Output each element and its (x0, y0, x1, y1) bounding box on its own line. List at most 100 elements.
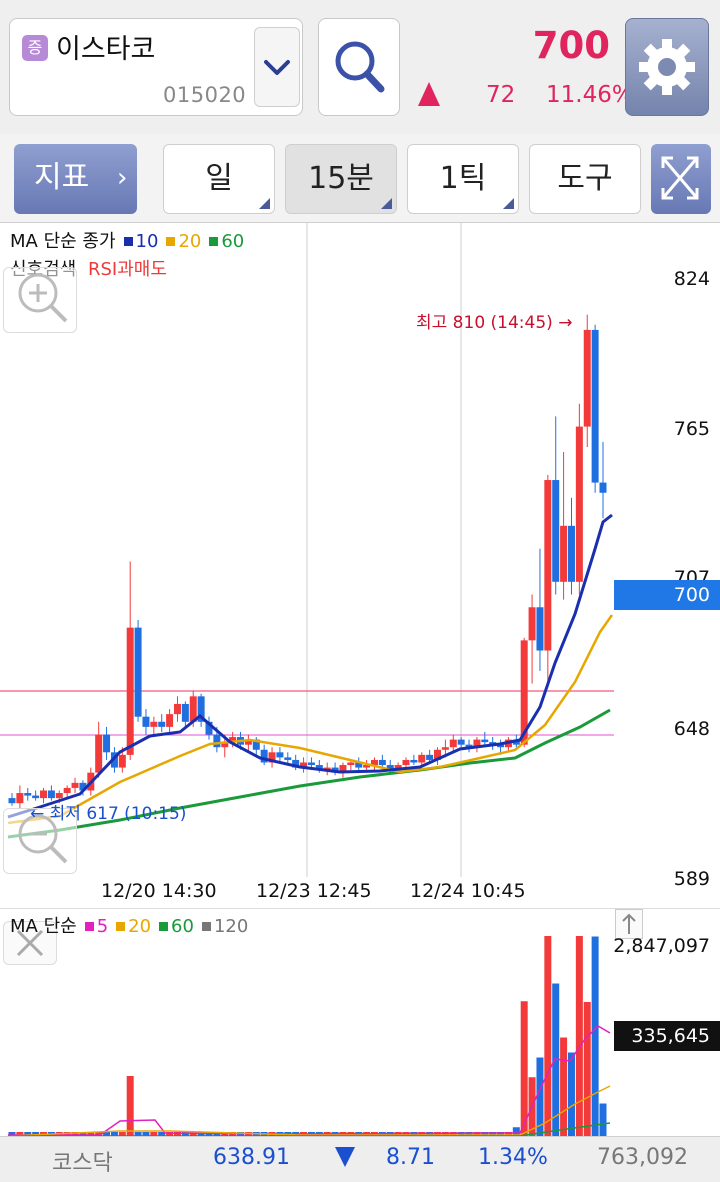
candle-body[interactable] (567, 525, 575, 582)
candle-body[interactable] (434, 749, 442, 760)
candle-body[interactable] (229, 737, 237, 743)
search-button[interactable] (318, 18, 400, 116)
candle-body[interactable] (142, 716, 150, 727)
y-tick: 589 (673, 868, 710, 890)
indicator-button[interactable]: 지표 › (14, 144, 137, 214)
candle-body[interactable] (24, 793, 32, 796)
candle-body[interactable] (95, 734, 103, 773)
stock-code: 015020 (163, 83, 247, 107)
price-chart-canvas[interactable] (0, 222, 720, 910)
candle-body[interactable] (166, 714, 174, 727)
expand-icon (661, 156, 699, 200)
candle-body[interactable] (276, 752, 284, 758)
candle-body[interactable] (173, 703, 181, 715)
candle-body[interactable] (355, 762, 363, 768)
zoom-out-button[interactable] (3, 808, 77, 874)
candle-body[interactable] (402, 759, 410, 766)
candle-body[interactable] (252, 739, 260, 750)
candle-body[interactable] (47, 790, 55, 799)
index-volume: 763,092 (597, 1145, 688, 1170)
candle-body[interactable] (449, 739, 457, 748)
candle-body[interactable] (16, 793, 24, 804)
tab-tools[interactable]: 도구 (529, 144, 641, 214)
fullscreen-button[interactable] (651, 144, 711, 214)
tab-15min[interactable]: 15분 (285, 144, 397, 214)
candle-body[interactable] (323, 767, 331, 771)
candle-body[interactable] (244, 739, 252, 745)
stock-dropdown-button[interactable] (254, 27, 300, 107)
candle-body[interactable] (205, 721, 213, 735)
candle-body[interactable] (71, 782, 79, 788)
candle-body[interactable] (347, 762, 355, 766)
tab-label: 1틱 (439, 161, 487, 196)
candle-body[interactable] (394, 765, 402, 771)
candle-body[interactable] (426, 754, 434, 760)
settings-button[interactable] (625, 18, 709, 116)
candle-body[interactable] (363, 765, 371, 768)
candle-body[interactable] (386, 765, 394, 771)
vol-ma-20: 20 (128, 916, 152, 937)
candle-body[interactable] (307, 762, 315, 766)
candle-body[interactable] (418, 754, 426, 763)
candle-body[interactable] (544, 480, 552, 651)
price-change: 72 (486, 82, 516, 108)
candle-body[interactable] (378, 759, 386, 766)
candle-body[interactable] (221, 742, 229, 748)
candle-body[interactable] (339, 765, 347, 773)
candle-body[interactable] (473, 739, 481, 748)
candle-body[interactable] (441, 747, 449, 750)
candle-body[interactable] (40, 790, 48, 799)
candle-body[interactable] (150, 721, 158, 727)
tab-1tick[interactable]: 1틱 (407, 144, 519, 214)
candle-body[interactable] (197, 696, 205, 722)
candle-body[interactable] (315, 765, 323, 771)
zoom-in-button[interactable] (3, 267, 77, 333)
candle-body[interactable] (536, 607, 544, 651)
candle-body[interactable] (583, 329, 591, 427)
candle-body[interactable] (158, 721, 166, 727)
candle-body[interactable] (8, 798, 16, 804)
candle-body[interactable] (268, 752, 276, 763)
candle-body[interactable] (410, 759, 418, 763)
candle-body[interactable] (126, 627, 134, 755)
candle-body[interactable] (599, 482, 607, 493)
candle-body[interactable] (528, 607, 536, 641)
candle-body[interactable] (260, 749, 268, 763)
candle-body[interactable] (134, 627, 142, 717)
candle-body[interactable] (189, 696, 197, 722)
candle-body[interactable] (591, 329, 599, 483)
stock-selector[interactable]: 증 이스타코 015020 (9, 18, 303, 116)
market-index-bar[interactable]: 코스닥 638.91 8.71 1.34% 763,092 (0, 1136, 720, 1182)
candle-body[interactable] (300, 762, 308, 768)
candle-body[interactable] (465, 744, 473, 748)
candle-body[interactable] (457, 739, 465, 745)
candle-body[interactable] (560, 525, 568, 582)
candle-body[interactable] (552, 480, 560, 582)
candle-body[interactable] (481, 739, 489, 743)
candle-body[interactable] (520, 640, 528, 745)
tab-label: 15분 (308, 161, 374, 196)
candle-body[interactable] (497, 744, 505, 748)
candle-body[interactable] (55, 793, 63, 799)
close-volume-button[interactable] (3, 921, 57, 965)
volume-bar (489, 1132, 497, 1136)
volume-chart-canvas[interactable] (0, 909, 720, 1137)
candle-body[interactable] (213, 734, 221, 748)
volume-bar (134, 1132, 142, 1136)
volume-bar (16, 1132, 24, 1136)
candle-body[interactable] (63, 787, 71, 794)
scroll-up-button[interactable] (615, 909, 643, 939)
candle-body[interactable] (370, 759, 378, 766)
candle-body[interactable] (575, 426, 583, 582)
candle-body[interactable] (181, 703, 189, 722)
candle-body[interactable] (118, 754, 126, 768)
candle-body[interactable] (292, 759, 300, 768)
candle-body[interactable] (32, 795, 40, 799)
candle-body[interactable] (79, 782, 87, 791)
volume-chart[interactable]: MA 단순 5 20 60 120 2,847,097 335,645 (0, 908, 720, 1137)
zoom-in-icon (18, 273, 68, 323)
candle-body[interactable] (103, 734, 111, 753)
candle-body[interactable] (284, 757, 292, 760)
tab-daily[interactable]: 일 (163, 144, 275, 214)
